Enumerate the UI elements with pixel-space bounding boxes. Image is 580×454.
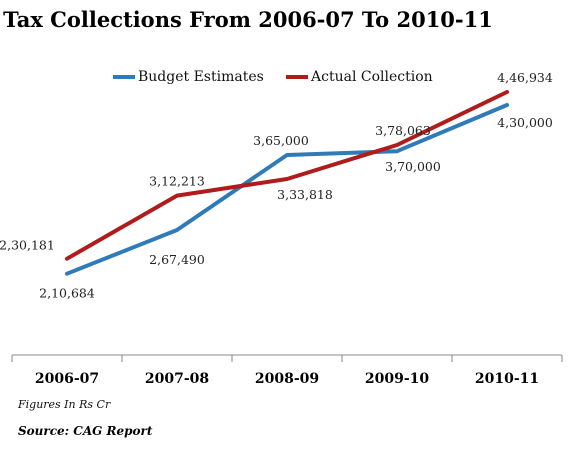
chart-title: Tax Collections From 2006-07 To 2010-11 bbox=[3, 7, 493, 32]
data-label: 3,70,000 bbox=[385, 159, 441, 174]
x-tick-label: 2009-10 bbox=[365, 371, 430, 387]
data-label: 3,12,213 bbox=[149, 174, 205, 189]
data-label: 3,78,063 bbox=[375, 123, 431, 138]
source-note: Source: CAG Report bbox=[18, 424, 153, 438]
data-label: 2,30,181 bbox=[0, 238, 55, 253]
x-tick-label: 2010-11 bbox=[475, 371, 539, 387]
series-lines bbox=[65, 90, 509, 276]
data-label: 2,10,684 bbox=[39, 286, 95, 301]
x-axis: 2006-07 2007-08 2008-09 2009-10 2010-11 bbox=[11, 354, 563, 387]
data-labels: 2,10,684 2,67,490 3,65,000 3,70,000 4,30,000… bbox=[0, 70, 553, 301]
series-line-0 bbox=[65, 103, 509, 276]
data-label: 2,67,490 bbox=[149, 252, 205, 267]
x-tick-label: 2007-08 bbox=[145, 371, 209, 387]
data-label: 3,65,000 bbox=[253, 133, 309, 148]
series-line-1 bbox=[65, 90, 509, 261]
x-tick-label: 2008-09 bbox=[255, 371, 319, 387]
legend: Budget Estimates Actual Collection bbox=[113, 69, 433, 85]
data-label: 4,30,000 bbox=[497, 115, 553, 130]
data-label: 3,33,818 bbox=[277, 187, 333, 202]
data-label: 4,46,934 bbox=[497, 70, 553, 85]
legend-label-1: Actual Collection bbox=[310, 69, 433, 85]
units-note: Figures In Rs Cr bbox=[17, 398, 111, 411]
legend-label-0: Budget Estimates bbox=[138, 69, 264, 85]
x-tick-label: 2006-07 bbox=[35, 371, 99, 387]
